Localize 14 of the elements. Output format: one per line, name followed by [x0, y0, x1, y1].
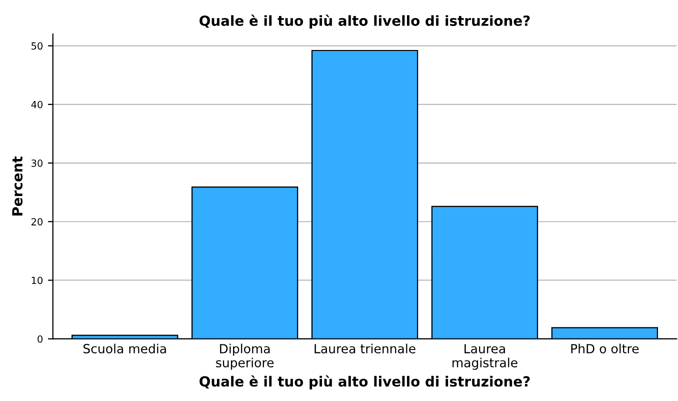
x-tick-label: Laurea triennale [314, 344, 416, 354]
x-tick-label: Scuola media [83, 344, 166, 354]
y-tick-label: 40 [31, 100, 43, 108]
x-axis-title: Quale è il tuo più alto livello di istruzione? [200, 375, 530, 390]
y-axis-title: Percent [12, 156, 23, 216]
y-tick-label: 30 [32, 160, 43, 167]
x-tick-label: Diploma superiore [216, 344, 274, 370]
y-tick-label: 0 [38, 335, 43, 343]
y-tick-label: 50 [32, 42, 43, 50]
y-tick-label: 10 [32, 276, 43, 284]
x-tick-label: PhD o oltre [571, 344, 639, 354]
x-tick-label: Laurea magistrale [452, 344, 518, 370]
chart-title: Quale è il tuo più alto livello di istruzione? [200, 14, 530, 29]
y-tick-label: 20 [32, 218, 43, 226]
